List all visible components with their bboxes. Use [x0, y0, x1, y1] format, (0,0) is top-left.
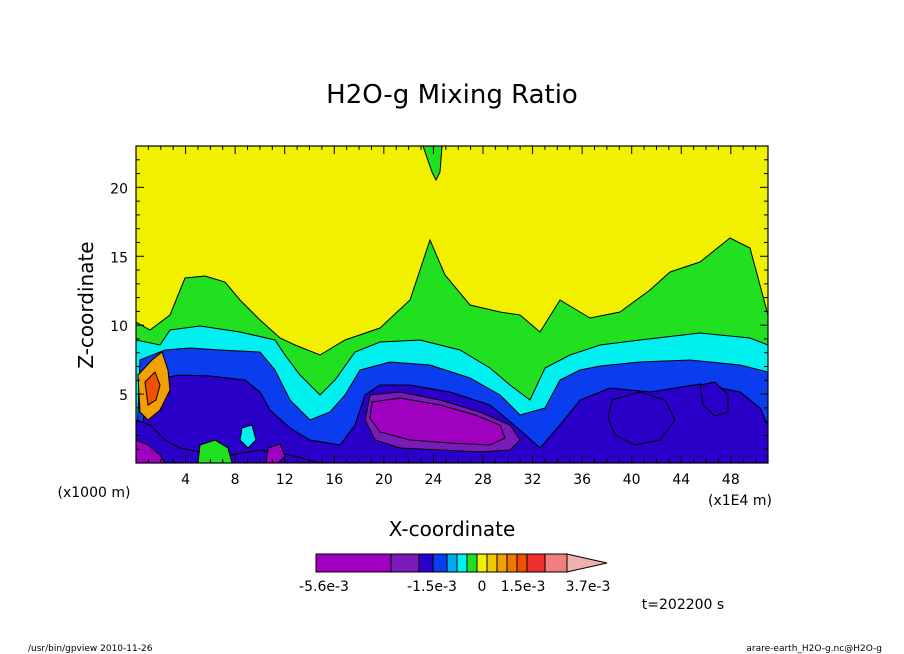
contour-right-core — [607, 391, 676, 446]
footer-right: arare-earth_H2O-g.nc@H2O-g — [746, 644, 882, 654]
colorbar-label: -1.5e-3 — [407, 579, 457, 595]
colorbar-segment — [315, 553, 392, 573]
x-tick-label: 24 — [424, 472, 442, 488]
colorbar-segment — [432, 553, 448, 573]
plot-frame — [135, 145, 769, 464]
contour-bottom-cyan — [239, 424, 257, 449]
chart-title: H2O-g Mixing Ratio — [326, 80, 578, 110]
x-tick-label: 48 — [722, 472, 740, 488]
y-tick-label: 5 — [119, 388, 128, 404]
colorbar-segment — [496, 553, 508, 573]
colorbar — [315, 553, 608, 573]
colorbar-segment — [390, 553, 420, 573]
x-tick-label: 4 — [181, 472, 190, 488]
colorbar-segment — [486, 553, 498, 573]
footer-left: /usr/bin/gpview 2010-11-26 — [28, 644, 153, 654]
colorbar-segment — [506, 553, 518, 573]
x-tick-label: 40 — [623, 472, 641, 488]
x-tick-label: 28 — [474, 472, 492, 488]
contour-bottom-violet — [136, 439, 166, 463]
contour-right-small — [699, 381, 729, 417]
x-tick-label: 44 — [672, 472, 690, 488]
colorbar-segment — [466, 553, 478, 573]
colorbar-segment — [456, 553, 468, 573]
time-label: t=202200 s — [642, 597, 724, 613]
x-unit-label: (x1E4 m) — [708, 493, 772, 509]
x-tick-label: 32 — [524, 472, 542, 488]
axis-ticks — [136, 146, 768, 463]
colorbar-segment — [526, 553, 546, 573]
colorbar-label: 3.7e-3 — [566, 579, 611, 595]
colorbar-segment — [446, 553, 458, 573]
colorbar-label: 0 — [478, 579, 487, 595]
y-tick-label: 15 — [110, 250, 128, 266]
contour-green-top — [422, 146, 443, 182]
y-axis-label: Z-coordinate — [74, 241, 98, 368]
y-tick-label: 10 — [110, 319, 128, 335]
x-tick-label: 20 — [375, 472, 393, 488]
contour-left-red — [144, 371, 161, 406]
colorbar-segment — [476, 553, 488, 573]
contour-field — [136, 146, 768, 463]
y-tick-label: 20 — [110, 181, 128, 197]
x-tick-label: 8 — [231, 472, 240, 488]
contour-bottom-violet2 — [265, 443, 286, 463]
colorbar-segment — [544, 553, 568, 573]
x-axis-label: X-coordinate — [389, 517, 516, 541]
colorbar-labels: -5.6e-3 -1.5e-3 0 1.5e-3 3.7e-3 — [299, 579, 610, 595]
colorbar-arrow — [566, 553, 608, 573]
y-unit-label: (x1000 m) — [58, 485, 131, 501]
colorbar-label: -5.6e-3 — [299, 579, 349, 595]
x-tick-label: 36 — [573, 472, 591, 488]
colorbar-segment — [516, 553, 528, 573]
colorbar-label: 1.5e-3 — [501, 579, 546, 595]
x-tick-label: 12 — [276, 472, 294, 488]
x-tick-label: 16 — [325, 472, 343, 488]
colorbar-segment — [418, 553, 434, 573]
contour-purple — [369, 397, 506, 446]
